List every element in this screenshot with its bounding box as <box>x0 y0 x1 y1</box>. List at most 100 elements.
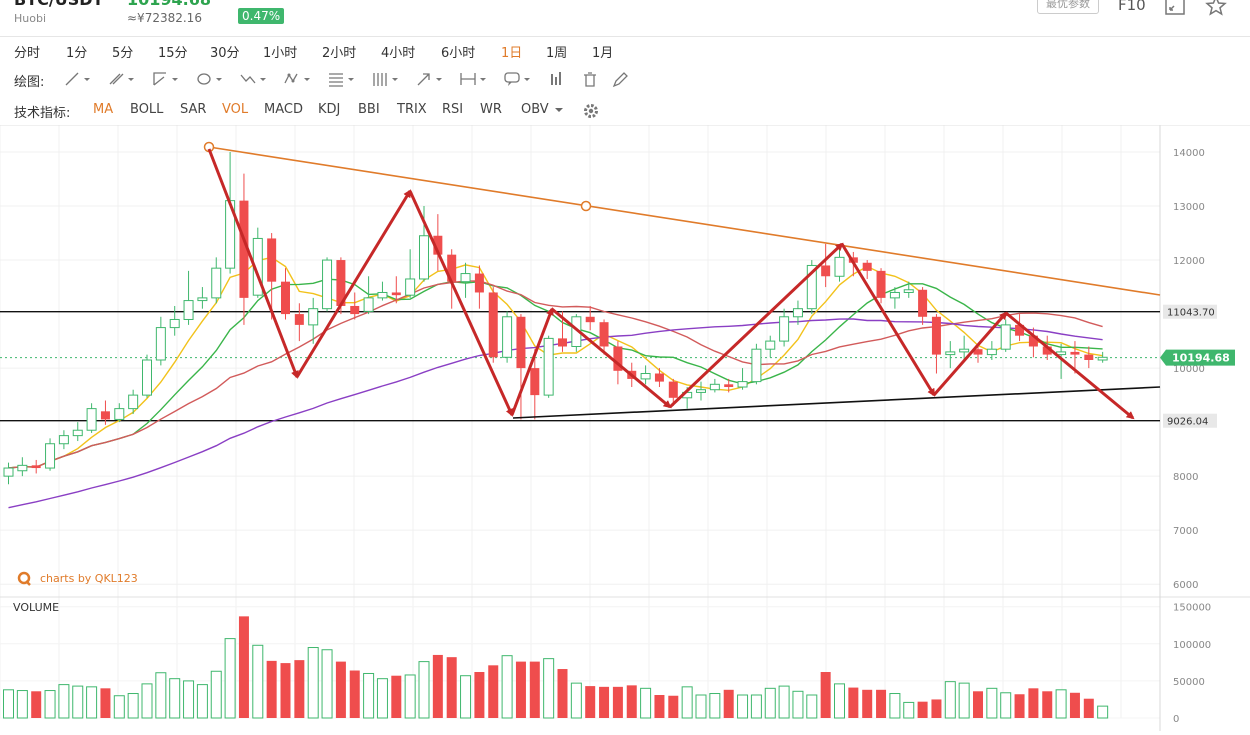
volume-bar <box>363 672 375 719</box>
f10-button[interactable]: F10 <box>1118 0 1146 14</box>
channel-tool-icon[interactable] <box>150 69 180 89</box>
volume-bar <box>848 687 859 718</box>
trash-icon[interactable] <box>576 69 606 89</box>
change-badge: 0.47% <box>238 8 285 24</box>
ind-vol[interactable]: VOL <box>222 102 249 117</box>
obv-dropdown-icon[interactable] <box>554 106 564 114</box>
volume-bar <box>515 661 526 718</box>
volume-tick-label: 100000 <box>1173 640 1211 651</box>
volume-bar <box>307 647 319 719</box>
tf-30m[interactable]: 30分 <box>210 46 240 61</box>
support-trendline <box>512 386 1161 419</box>
zigzag-arrow <box>1005 311 1135 420</box>
volume-bar <box>889 693 901 719</box>
candle-body <box>779 316 790 342</box>
tf-5m[interactable]: 5分 <box>112 46 134 61</box>
ind-obv[interactable]: OBV <box>521 102 549 117</box>
candle-body <box>405 278 416 296</box>
candle-body <box>862 262 872 271</box>
circle-tool-icon[interactable] <box>194 69 224 89</box>
candle-body <box>640 373 651 380</box>
ind-kdj[interactable]: KDJ <box>318 102 341 117</box>
line-tool-icon[interactable] <box>62 69 92 89</box>
candle-body <box>792 308 803 318</box>
candle-body <box>474 273 484 293</box>
fib-tool-icon[interactable] <box>326 69 356 89</box>
volume-bar <box>113 695 125 719</box>
volume-bar <box>612 686 623 718</box>
tf-4h[interactable]: 4小时 <box>381 46 416 61</box>
optimal-params-button[interactable]: 最优参数 <box>1037 0 1099 14</box>
price-tick-label: 8000 <box>1173 472 1198 483</box>
ind-ma[interactable]: MA <box>93 102 114 117</box>
pen-icon[interactable] <box>606 69 636 89</box>
volume-bar <box>543 658 555 719</box>
volume-bar <box>834 683 845 719</box>
ind-wr[interactable]: WR <box>480 102 502 117</box>
tf-2h[interactable]: 2小时 <box>322 46 357 61</box>
volume-bar <box>238 616 249 718</box>
volume-bar <box>335 661 346 718</box>
candle-body <box>128 394 139 410</box>
comment-tool-icon[interactable] <box>502 69 532 89</box>
hline-label: 9026.04 <box>1167 417 1208 428</box>
candle-body <box>516 316 526 369</box>
candle-body <box>100 411 110 420</box>
ma20-line <box>8 280 1103 469</box>
candle-body <box>668 381 678 398</box>
chart-grid <box>0 124 1250 731</box>
tf-1m[interactable]: 1分 <box>66 46 88 61</box>
volume-bar <box>418 661 430 719</box>
polyline-tool-icon[interactable] <box>238 69 268 89</box>
header-bar: BTC/USDT 10194.68 Huobi ≈¥72382.16 0.47%… <box>0 0 1250 37</box>
ind-sar[interactable]: SAR <box>180 102 207 117</box>
ind-macd[interactable]: MACD <box>264 102 303 117</box>
tf-1h[interactable]: 1小时 <box>263 46 298 61</box>
fullscreen-icon[interactable] <box>1165 0 1185 15</box>
tf-fenshi[interactable]: 分时 <box>14 46 41 61</box>
candle-body <box>58 435 69 445</box>
candle-body <box>239 200 249 298</box>
volume-bar <box>266 660 277 718</box>
zigzag-arrow <box>295 189 412 378</box>
zigzag-arrow <box>840 243 936 397</box>
candle-body <box>267 238 277 282</box>
bars-tool-icon[interactable] <box>546 69 576 89</box>
tf-1w[interactable]: 1周 <box>546 46 568 61</box>
ind-trix[interactable]: TRIX <box>397 102 427 117</box>
volume-bar <box>224 638 236 719</box>
range-tool-icon[interactable] <box>458 69 488 89</box>
candlestick-chart[interactable]: 6000 7000 8000 10000 12000 13000 14000 0 50000 10… <box>0 124 1250 731</box>
ray-tool-icon[interactable] <box>106 69 136 89</box>
ind-boll[interactable]: BOLL <box>130 102 164 117</box>
volume-bar <box>3 689 14 719</box>
ind-bbi[interactable]: BBI <box>358 102 380 117</box>
favorite-star-icon[interactable] <box>1205 0 1227 17</box>
volume-bar <box>654 695 665 718</box>
pattern-tool-icon[interactable] <box>282 69 312 89</box>
gann-tool-icon[interactable] <box>370 69 400 89</box>
zigzag-arrow <box>932 311 1008 396</box>
candle-body <box>377 291 388 299</box>
volume-bar <box>1028 688 1039 718</box>
candle-body <box>488 292 498 358</box>
settings-gear-icon[interactable] <box>581 101 601 121</box>
price-tick-label: 14000 <box>1173 148 1205 159</box>
candle-body <box>543 337 554 396</box>
chart-area[interactable]: 6000 7000 8000 10000 12000 13000 14000 0 50000 10… <box>0 124 1250 731</box>
tf-1d[interactable]: 1日 <box>501 46 523 61</box>
volume-bar <box>460 675 472 719</box>
ind-rsi[interactable]: RSI <box>442 102 464 117</box>
tf-6h[interactable]: 6小时 <box>441 46 476 61</box>
tf-15m[interactable]: 15分 <box>158 46 188 61</box>
candle-body <box>709 383 720 391</box>
arrow-tool-icon[interactable] <box>414 69 444 89</box>
volume-tick-label: 0 <box>1173 714 1179 725</box>
volume-bar <box>155 672 167 719</box>
volume-bar <box>474 672 485 718</box>
volume-bar <box>944 681 956 719</box>
candle-body <box>1028 335 1038 347</box>
candle-body <box>931 316 941 355</box>
volume-bar <box>973 691 983 718</box>
tf-1mo[interactable]: 1月 <box>592 46 614 61</box>
